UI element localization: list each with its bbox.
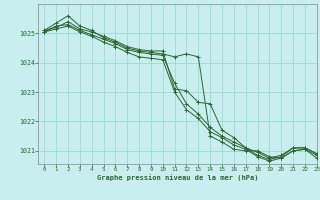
X-axis label: Graphe pression niveau de la mer (hPa): Graphe pression niveau de la mer (hPa) — [97, 174, 258, 181]
